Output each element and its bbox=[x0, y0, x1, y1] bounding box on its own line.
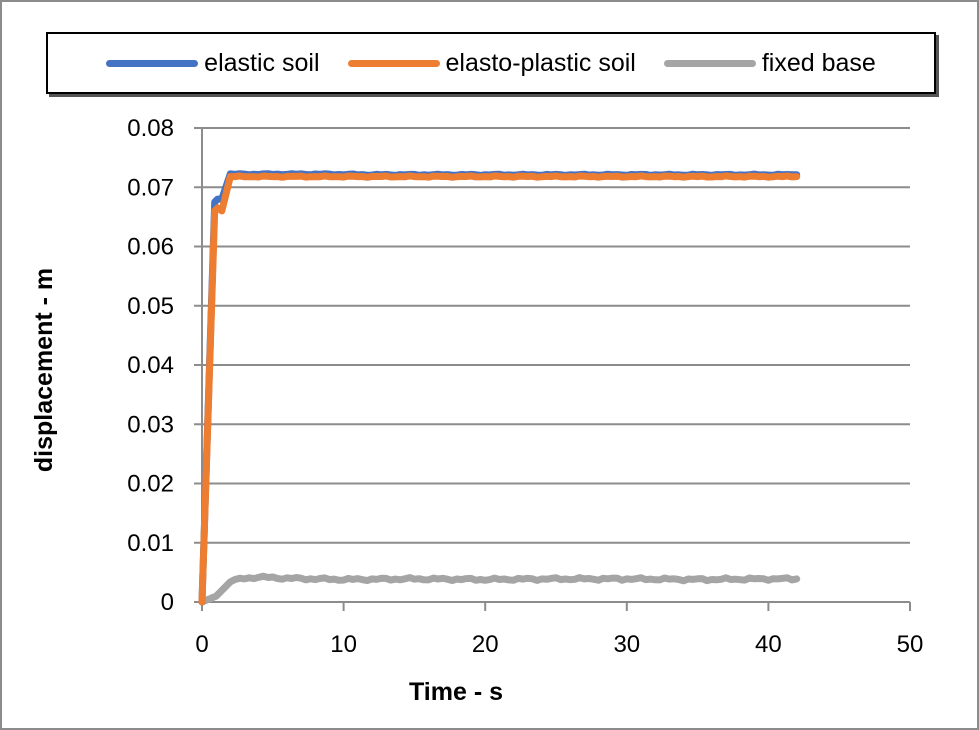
x-tick-label: 50 bbox=[897, 631, 924, 658]
y-axis-title: displacement - m bbox=[30, 268, 58, 472]
series-line-fixed-base bbox=[198, 572, 801, 606]
x-tick-label: 40 bbox=[755, 631, 782, 658]
y-tick-label: 0.04 bbox=[127, 352, 174, 379]
legend-label: fixed base bbox=[761, 48, 876, 77]
legend-item-elastic-soil: elastic soil bbox=[106, 48, 320, 78]
y-tick-label: 0.07 bbox=[127, 174, 174, 201]
legend-label: elasto-plastic soil bbox=[445, 48, 636, 77]
y-tick-label: 0.02 bbox=[127, 471, 174, 498]
legend-label: elastic soil bbox=[204, 48, 320, 77]
legend-item-elasto-plastic-soil: elasto-plastic soil bbox=[347, 48, 636, 78]
series-line-elasto-plastic-soil bbox=[198, 172, 801, 606]
y-tick-label: 0.03 bbox=[127, 411, 174, 438]
y-tick-label: 0.06 bbox=[127, 234, 174, 261]
x-tick-label: 10 bbox=[330, 631, 357, 658]
legend-item-fixed-base: fixed base bbox=[663, 48, 876, 78]
y-tick-label: 0.08 bbox=[127, 115, 174, 142]
series-line-elastic-soil bbox=[198, 170, 801, 606]
legend: elastic soil elasto-plastic soil fixed b… bbox=[46, 32, 936, 94]
x-tick-label: 30 bbox=[613, 631, 640, 658]
y-tick-label: 0.05 bbox=[127, 293, 174, 320]
y-tick-label: 0.01 bbox=[127, 530, 174, 557]
legend-swatch-gray bbox=[663, 59, 756, 67]
x-axis-title: Time - s bbox=[409, 678, 503, 706]
y-tick-label: 0 bbox=[161, 589, 174, 616]
legend-swatch-orange bbox=[347, 59, 440, 67]
x-tick-label: 20 bbox=[472, 631, 499, 658]
legend-swatch-blue bbox=[106, 59, 199, 67]
x-tick-label: 0 bbox=[195, 631, 208, 658]
